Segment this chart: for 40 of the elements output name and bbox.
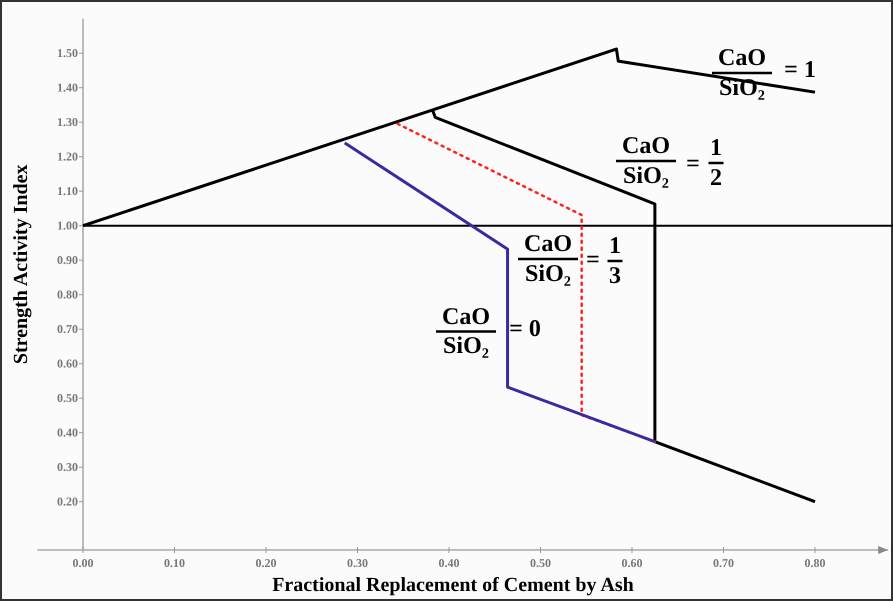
y-tick-label: 1.50 bbox=[57, 46, 78, 60]
x-tick-label: 0.10 bbox=[164, 556, 185, 570]
y-tick-label: 1.20 bbox=[57, 150, 78, 164]
annotation: SiO₂ bbox=[443, 333, 489, 359]
x-tick-label: 0.50 bbox=[530, 556, 551, 570]
y-tick-label: 1.00 bbox=[57, 218, 78, 233]
annotation: CaO bbox=[622, 133, 670, 159]
annotation: = bbox=[586, 247, 600, 273]
x-axis-title: Fractional Replacement of Cement by Ash bbox=[272, 574, 634, 596]
annotation: = bbox=[686, 151, 700, 177]
y-tick-label: 0.60 bbox=[57, 356, 78, 371]
y-tick-label: 0.40 bbox=[57, 426, 78, 440]
y-tick-label: 0.20 bbox=[57, 494, 78, 509]
annotation: 1 bbox=[710, 135, 722, 161]
annotation: SiO₂ bbox=[623, 163, 669, 189]
x-tick-label: 0.30 bbox=[347, 556, 368, 570]
y-tick-label: 1.40 bbox=[57, 80, 78, 95]
annotation: CaO bbox=[718, 45, 766, 71]
annotation: = 0 bbox=[509, 316, 541, 342]
annotation: CaO bbox=[442, 304, 490, 330]
y-tick-label: 1.30 bbox=[57, 115, 78, 130]
x-tick-label: 0.60 bbox=[622, 556, 642, 570]
annotation: = 1 bbox=[784, 57, 816, 83]
annotation: 2 bbox=[710, 165, 722, 191]
x-tick-label: 0.00 bbox=[72, 556, 94, 570]
x-tick-label: 0.20 bbox=[256, 556, 276, 570]
annotation: CaO bbox=[524, 231, 572, 257]
annotation: 1 bbox=[609, 233, 621, 259]
annotation: SiO₂ bbox=[525, 261, 571, 287]
annotation: 3 bbox=[609, 263, 621, 289]
x-tick-label: 0.80 bbox=[804, 556, 826, 570]
y-tick-label: 0.30 bbox=[57, 460, 78, 474]
y-axis-title: Strength Activity Index bbox=[10, 164, 32, 364]
y-tick-label: 1.10 bbox=[57, 184, 78, 198]
y-tick-label: 0.90 bbox=[57, 253, 78, 268]
y-tick-label: 0.70 bbox=[57, 322, 78, 336]
y-tick-label: 0.80 bbox=[57, 288, 78, 302]
x-tick-label: 0.40 bbox=[438, 556, 460, 570]
x-tick-label: 0.70 bbox=[713, 556, 734, 570]
y-tick-label: 0.50 bbox=[57, 391, 78, 406]
